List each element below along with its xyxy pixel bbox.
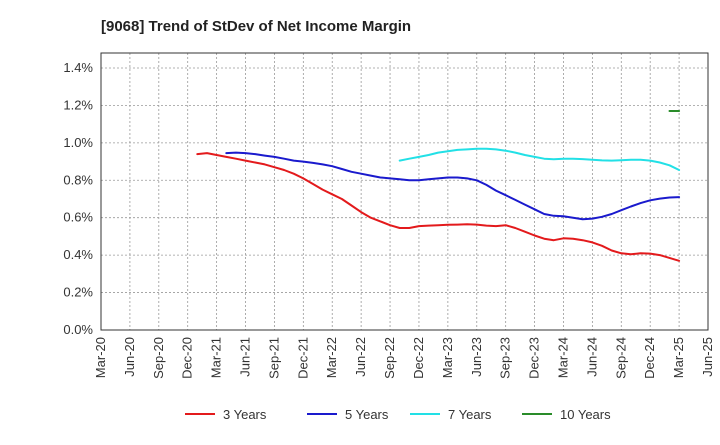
x-tick-label: Sep-22 [382, 337, 397, 379]
y-tick-label: 0.2% [63, 285, 93, 300]
x-tick-label: Jun-22 [353, 337, 368, 377]
legend-label: 5 Years [345, 407, 389, 422]
series-lines [196, 110, 681, 262]
legend-label: 7 Years [448, 407, 492, 422]
x-tick-label: Jun-23 [469, 337, 484, 377]
x-tick-label: Jun-24 [584, 337, 599, 377]
y-tick-label: 0.4% [63, 247, 93, 262]
legend-label: 10 Years [560, 407, 611, 422]
series-line-7-years [398, 147, 681, 171]
x-tick-label: Jun-21 [238, 337, 253, 377]
x-tick-label: Sep-21 [266, 337, 281, 379]
x-tick-label: Dec-23 [527, 337, 542, 379]
x-tick-label: Mar-23 [440, 337, 455, 378]
y-tick-label: 0.6% [63, 210, 93, 225]
grid-lines [100, 53, 709, 331]
x-tick-label: Dec-24 [642, 337, 657, 379]
y-tick-label: 1.0% [63, 135, 93, 150]
y-tick-label: 1.4% [63, 60, 93, 75]
x-tick-label: Sep-24 [613, 337, 628, 379]
legend-label: 3 Years [223, 407, 267, 422]
x-tick-label: Mar-25 [671, 337, 686, 378]
x-tick-label: Mar-24 [555, 337, 570, 378]
plot-frame [100, 52, 709, 331]
x-tick-label: Sep-23 [498, 337, 513, 379]
x-tick-label: Dec-22 [411, 337, 426, 379]
y-axis-labels: 0.0% 0.2% 0.4% 0.6% 0.8% 1.0% 1.2% 1.4% [63, 60, 93, 337]
x-tick-label: Mar-21 [209, 337, 224, 378]
y-tick-label: 0.8% [63, 172, 93, 187]
x-axis-labels: Mar-20 Jun-20 Sep-20 Dec-20 Mar-21 Jun-21 Sep-… [93, 337, 715, 379]
x-tick-label: Mar-22 [324, 337, 339, 378]
y-tick-label: 0.0% [63, 322, 93, 337]
chart-title: [9068] Trend of StDev of Net Income Marg… [101, 18, 411, 35]
x-tick-label: Mar-20 [93, 337, 108, 378]
x-tick-label: Dec-20 [180, 337, 195, 379]
y-tick-label: 1.2% [63, 97, 93, 112]
x-tick-label: Jun-25 [700, 337, 715, 377]
x-tick-label: Dec-21 [295, 337, 310, 379]
series-line-3-years [196, 152, 681, 262]
series-line-5-years [225, 151, 681, 221]
legend: 3 Years 5 Years 7 Years 10 Years [185, 407, 611, 422]
x-tick-label: Jun-20 [122, 337, 137, 377]
x-tick-label: Sep-20 [151, 337, 166, 379]
